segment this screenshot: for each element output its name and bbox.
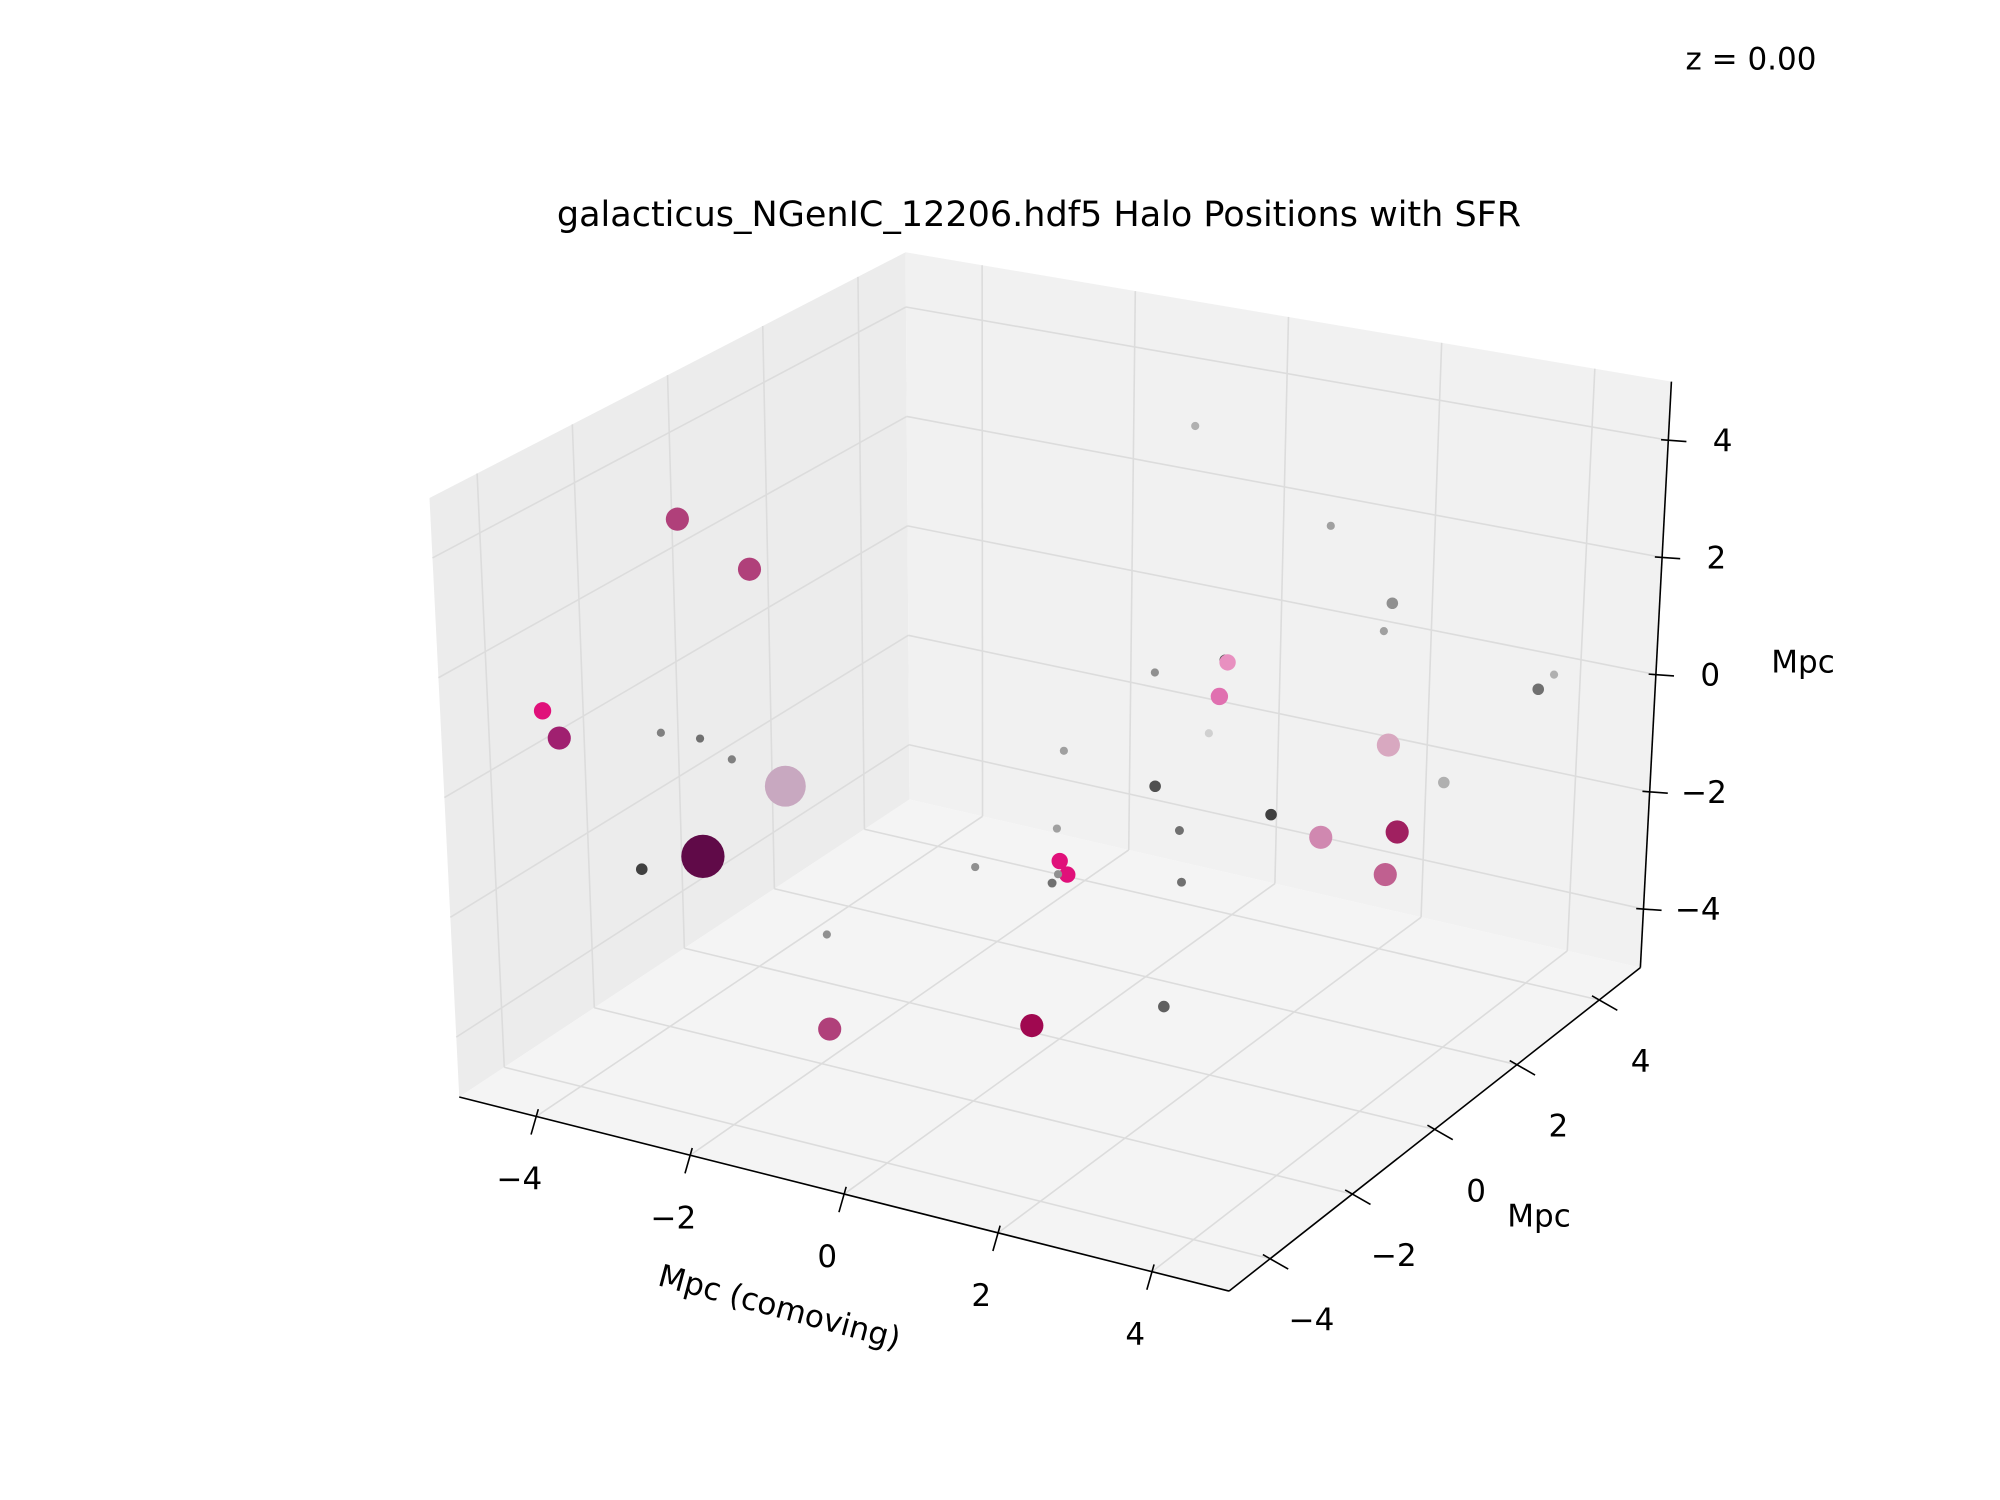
halo-point: [1020, 1014, 1044, 1038]
halo-point: [1379, 627, 1388, 636]
halo-point: [1265, 808, 1277, 821]
halo-point: [1051, 852, 1068, 870]
annotation: z = 0.00: [1686, 42, 1817, 78]
points: [533, 421, 1559, 1041]
halo-point: [1053, 870, 1063, 879]
halo-point: [822, 930, 831, 939]
x-tick-label: 4: [1125, 1317, 1145, 1353]
halo-point: [533, 702, 552, 720]
tick-mark: [1636, 907, 1662, 912]
grid-line: [594, 1006, 1353, 1195]
grid-line: [774, 887, 1518, 1066]
grid-line: [432, 306, 907, 559]
halo-point: [1386, 597, 1399, 610]
halo-point: [971, 862, 980, 872]
halo-point: [1210, 687, 1229, 706]
tick-mark: [1591, 995, 1618, 1012]
halo-point: [1177, 877, 1186, 887]
x-tick-label: −2: [650, 1200, 696, 1236]
grid-line: [908, 743, 1644, 910]
tick-mark: [1648, 673, 1675, 677]
tick-mark: [530, 1108, 540, 1135]
halo-point: [665, 507, 689, 531]
halo-point: [1326, 521, 1335, 530]
grid-line: [907, 525, 1657, 676]
grid-line: [908, 634, 1650, 793]
tick-mark: [1427, 1124, 1454, 1141]
halo-point: [547, 726, 571, 750]
halo-point: [1059, 866, 1076, 883]
halo-point: [1204, 729, 1213, 738]
halo-point: [1376, 733, 1400, 757]
axes: −4 −2 0 2 4 −4 −2 0 2 4 −4 −2 0 2 4: [459, 381, 1733, 1353]
grid-line: [864, 828, 1600, 1001]
grid-line: [906, 415, 1663, 559]
halo-point: [818, 1017, 842, 1041]
halo-point: [681, 834, 725, 879]
grid-line: [905, 306, 1669, 442]
halo-point: [1174, 826, 1184, 835]
z-tick-label: −4: [1675, 892, 1721, 928]
pane-left: [429, 252, 910, 1098]
halo-point: [1052, 824, 1062, 833]
grid-line: [455, 744, 910, 1038]
y-tick-label: 0: [1466, 1173, 1486, 1209]
tick-mark: [1642, 790, 1668, 794]
tick-mark: [1344, 1189, 1371, 1206]
halo-point: [1385, 820, 1409, 844]
halo-point: [1150, 668, 1159, 677]
tick-mark: [1262, 1253, 1289, 1270]
halo-point: [1158, 1000, 1170, 1013]
tick-mark: [992, 1225, 1001, 1252]
halo-point: [1059, 746, 1068, 755]
tick-mark: [684, 1147, 694, 1174]
grid-line: [443, 525, 908, 799]
halo-point: [635, 863, 648, 875]
halo-point: [1438, 776, 1450, 789]
halo-point: [1532, 683, 1545, 696]
halo-point: [764, 765, 806, 807]
chart-title: galacticus_NGenIC_12206.hdf5 Halo Positi…: [557, 195, 1521, 235]
tick-mark: [1146, 1264, 1155, 1290]
y-tick-label: −2: [1371, 1238, 1417, 1274]
x-tick-label: 0: [817, 1239, 837, 1275]
tick-mark: [1661, 438, 1687, 443]
halo-point: [1047, 878, 1057, 888]
y-tick-label: −4: [1289, 1303, 1335, 1339]
tick-mark: [1509, 1059, 1536, 1076]
z-tick-label: 4: [1713, 423, 1733, 459]
halo-point: [727, 755, 736, 764]
y-tick-label: 2: [1548, 1109, 1568, 1145]
y-axis-label: Mpc: [1507, 1199, 1570, 1235]
grid-line: [438, 415, 908, 679]
grid-line: [449, 634, 909, 919]
halo-point: [1219, 654, 1236, 671]
x-tick-label: −4: [497, 1162, 543, 1198]
grid: [432, 265, 1669, 1273]
halo-point: [1309, 825, 1333, 849]
halo-point: [656, 728, 665, 737]
grid-line: [504, 1066, 1271, 1260]
z-tick-label: 0: [1700, 658, 1720, 694]
halo-point: [1373, 862, 1397, 887]
halo-point: [1549, 670, 1559, 679]
halo-point: [1149, 780, 1161, 793]
grid-line: [684, 947, 1435, 1131]
z-axis-label: Mpc: [1771, 645, 1834, 681]
tick-mark: [1654, 556, 1681, 560]
z-tick-label: −2: [1681, 775, 1727, 811]
y-tick-label: 4: [1631, 1044, 1651, 1080]
x-tick-label: 2: [971, 1278, 991, 1314]
halo-point: [737, 557, 762, 581]
halo-point: [695, 734, 705, 743]
z-tick-label: 2: [1707, 541, 1727, 577]
halo-point: [1191, 421, 1200, 431]
tick-mark: [838, 1186, 847, 1213]
pane-back: [905, 252, 1672, 968]
